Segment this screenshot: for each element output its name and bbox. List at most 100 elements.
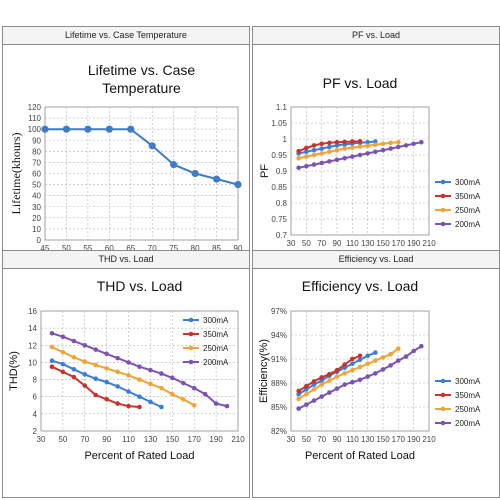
data-point [41,125,49,133]
data-point-250mA [304,154,309,159]
panel-header-pf: PF vs. Load [253,27,499,45]
y-tick-label: 120 [28,103,42,112]
legend-marker-350mA [188,331,194,337]
data-point-200mA [148,367,153,373]
data-point-250mA [327,378,332,383]
data-point-200mA [170,375,175,381]
data-point-250mA [373,142,378,148]
data-point-300mA [319,146,324,151]
data-point-200mA [180,380,186,386]
data-point-250mA [350,367,355,373]
data-point-200mA [82,342,88,348]
data-point-350mA [342,362,347,367]
chart-title: Temperature [102,80,181,96]
data-point [234,180,242,189]
data-point-300mA [104,379,109,385]
data-point-200mA [419,139,424,145]
data-point-200mA [373,149,378,155]
data-point-250mA [148,381,153,387]
y-tick-label: 0 [37,236,42,245]
data-point-300mA [304,149,309,155]
data-point-200mA [357,152,363,158]
x-tick-label: 190 [407,435,421,444]
data-point-300mA [350,361,355,367]
data-point-350mA [304,383,309,389]
data-point-200mA [411,348,416,354]
legend-marker-300mA [188,317,194,323]
x-tick-label: 85 [212,244,221,253]
data-point-300mA [327,144,332,150]
legend-marker-350mA [440,392,446,398]
data-point-200mA [334,386,340,391]
data-point-200mA [373,371,378,376]
legend-label-250mA: 250mA [455,405,481,414]
legend-label-250mA: 250mA [455,206,481,215]
x-tick-label: 110 [122,435,135,444]
x-tick-label: 65 [126,244,135,253]
panel-thd: THD vs. Load THD vs. Load 30 50 70 90 110 130 1… [2,250,250,498]
y-tick-label: 60 [32,170,41,179]
data-point-250mA [104,366,109,371]
x-tick-label: 90 [102,435,111,444]
x-tick-label: 50 [58,435,67,444]
chart-title: PF vs. Load [323,75,398,91]
y-tick-label: 14 [28,324,37,333]
x-tick-label: 70 [317,239,326,248]
y-axis-title: PF [259,164,271,178]
y-tick-label: 30 [32,203,41,212]
data-point-200mA [319,394,324,399]
data-point-200mA [104,351,109,357]
chart-efficiency: Efficiency vs. Load 30 50 70 90 110 130 150 170 1… [258,278,481,462]
data-point-200mA [380,367,386,372]
data-point-200mA [357,377,363,383]
x-tick-label: 130 [361,435,375,444]
data-point-200mA [327,159,332,164]
legend-label-350mA: 350mA [455,391,481,400]
legend-marker-250mA [440,207,446,213]
data-point-350mA [342,139,347,145]
data-point-250mA [365,361,370,367]
y-tick-label: 0.7 [276,231,288,240]
panel-header-lifetime: Lifetime vs. Case Temperature [3,27,249,45]
data-point-300mA [357,357,363,363]
data-point-350mA [319,375,324,380]
data-point [212,175,221,183]
data-point-300mA [365,353,370,359]
y-tick-label: 6 [33,393,38,402]
data-point-250mA [365,143,370,149]
data-point-250mA [350,145,355,150]
x-tick-label: 170 [188,435,202,444]
data-point-300mA [311,147,317,153]
x-tick-label: 130 [144,435,158,444]
data-point-250mA [71,354,77,360]
data-point-350mA [71,374,77,380]
data-point-300mA [148,399,153,405]
legend-marker-200mA [188,359,194,365]
x-tick-label: 150 [376,239,390,248]
data-point-350mA [115,401,120,406]
legend-marker-300mA [440,179,446,185]
y-tick-label: 10 [32,225,41,234]
chart-pf: PF vs. Load 30 50 70 90 110 130 150 170 190 210 0.7… [259,75,481,262]
y-tick-label: 70 [32,158,41,167]
chart-thd: THD vs. Load 30 50 70 90 110 130 150 170 190 210 2 4… [8,278,245,462]
data-point-200mA [342,155,347,161]
data-point-350mA [350,356,355,362]
x-axis-title: Percent of Rated Load [84,450,194,462]
data-point-250mA [319,151,324,156]
data-point-200mA [311,398,317,403]
y-tick-label: 0.8 [276,199,288,208]
x-tick-label: 30 [37,435,46,444]
data-point-250mA [334,374,340,379]
data-point-350mA [296,148,301,154]
data-point-200mA [396,358,401,363]
x-tick-label: 30 [287,435,296,444]
data-point-200mA [403,354,409,359]
y-tick-label: 110 [28,114,41,123]
data-point-200mA [93,347,99,352]
data-point-200mA [350,379,355,385]
x-tick-label: 130 [361,239,375,248]
y-tick-label: 88% [271,379,287,388]
legend-label-250mA: 250mA [203,344,229,353]
